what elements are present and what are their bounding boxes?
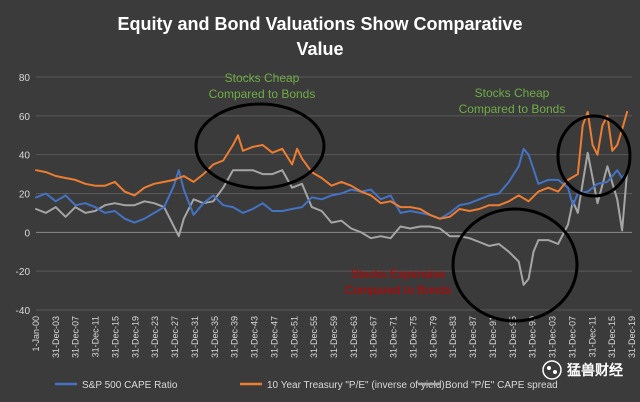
x-tick-label: 31-Dec-51 (289, 316, 299, 358)
x-tick-label: 31-Dec-03 (548, 316, 558, 358)
x-tick-label: 31-Dec-39 (230, 316, 240, 358)
x-tick-label: 31-Dec-15 (607, 316, 617, 358)
x-tick-label: 31-Dec-67 (369, 316, 379, 358)
chart-title-line-2: Value (296, 39, 343, 59)
x-tick-label: 31-Dec-31 (190, 316, 200, 358)
x-tick-label: 1-Jan-00 (31, 316, 41, 352)
x-tick-label: 31-Dec-19 (627, 316, 637, 358)
x-tick-label: 31-Dec-63 (349, 316, 359, 358)
series-line-2 (35, 151, 629, 286)
x-tick-label: 31-Dec-95 (508, 316, 518, 358)
x-tick-label: 31-Dec-79 (428, 316, 438, 358)
annotation-text: Stocks Expensive (351, 267, 446, 281)
series-line-1 (35, 110, 629, 220)
annotations: Stocks Cheap Compared to Bonds Stocks Chea… (194, 71, 632, 323)
x-axis: 1-Jan-00 31-Dec-03 31-Dec-07 31-Dec-11 31-De… (31, 316, 637, 358)
x-tick-label: 31-Dec-35 (210, 316, 220, 358)
x-tick-label: 31-Dec-55 (309, 316, 319, 358)
watermark-logo-icon (542, 360, 562, 380)
x-tick-label: 31-Dec-43 (250, 316, 260, 358)
x-tick-label: 31-Dec-47 (269, 316, 279, 358)
x-tick-label: 31-Dec-03 (51, 316, 61, 358)
annotation-text: Compared to Bonds (459, 102, 566, 116)
watermark-logo-icon (547, 366, 551, 370)
highlight-ellipse (194, 102, 326, 190)
x-tick-label: 31-Dec-91 (488, 316, 498, 358)
x-tick-label: 31-Dec-19 (130, 316, 140, 358)
x-tick-label: 31-Dec-75 (408, 316, 418, 358)
legend-label: S&P 500 CAPE Ratio (82, 380, 178, 391)
y-tick-label: 0 (24, 228, 30, 239)
y-tick-label: -20 (16, 267, 31, 278)
watermark: 猛兽财经 (542, 360, 623, 380)
watermark-text: 猛兽财经 (566, 362, 623, 379)
watermark-logo-icon (553, 370, 557, 374)
series-line-0 (35, 147, 629, 224)
chart-title-line-1: Equity and Bond Valuations Show Comparat… (117, 14, 522, 34)
x-tick-label: 31-Dec-23 (150, 316, 160, 358)
legend-label: Bond "P/E" CAPE spread (445, 380, 558, 391)
annotation-text: Compared to Bonds (345, 283, 452, 297)
annotation-text: Compared to Bonds (209, 87, 316, 101)
y-tick-label: 40 (19, 151, 31, 162)
annotation-text: Stocks Cheap (225, 71, 300, 85)
x-tick-label: 31-Dec-87 (468, 316, 478, 358)
y-tick-label: 60 (19, 112, 31, 123)
y-tick-label: 80 (19, 73, 31, 84)
x-tick-label: 31-Dec-27 (170, 316, 180, 358)
y-axis: 80 60 40 20 0 -20 -40 (16, 73, 31, 317)
y-tick-label: 20 (19, 190, 31, 201)
highlight-ellipse (451, 207, 579, 323)
x-tick-label: 31-Dec-07 (567, 316, 577, 358)
x-tick-label: 31-Dec-11 (587, 316, 597, 357)
x-tick-label: 31-Dec-99 (528, 316, 538, 358)
y-tick-label: -40 (16, 306, 31, 317)
highlight-ellipse (556, 114, 632, 198)
x-tick-label: 31-Dec-15 (110, 316, 120, 358)
x-tick-label: 31-Dec-71 (389, 316, 399, 358)
series-lines (35, 110, 629, 286)
x-tick-label: 31-Dec-59 (329, 316, 339, 358)
legend: S&P 500 CAPE Ratio 10 Year Treasury "P/E"… (55, 380, 558, 391)
x-tick-label: 31-Dec-11 (91, 316, 101, 357)
annotation-text: Stocks Cheap (475, 86, 550, 100)
x-tick-label: 31-Dec-83 (448, 316, 458, 358)
legend-label: 10 Year Treasury "P/E" (inverse of yield… (267, 380, 445, 391)
x-tick-label: 31-Dec-07 (71, 316, 81, 358)
